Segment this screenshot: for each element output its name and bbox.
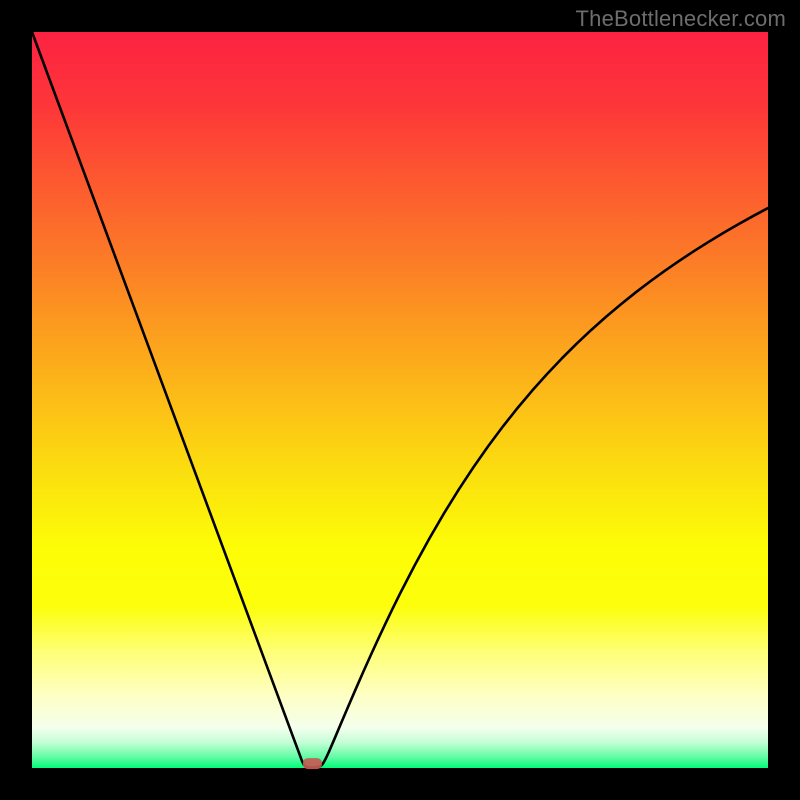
watermark-text: TheBottlenecker.com	[576, 6, 786, 32]
bottleneck-chart	[0, 0, 800, 800]
optimal-point-marker	[303, 758, 322, 769]
chart-gradient-bg	[32, 32, 768, 768]
